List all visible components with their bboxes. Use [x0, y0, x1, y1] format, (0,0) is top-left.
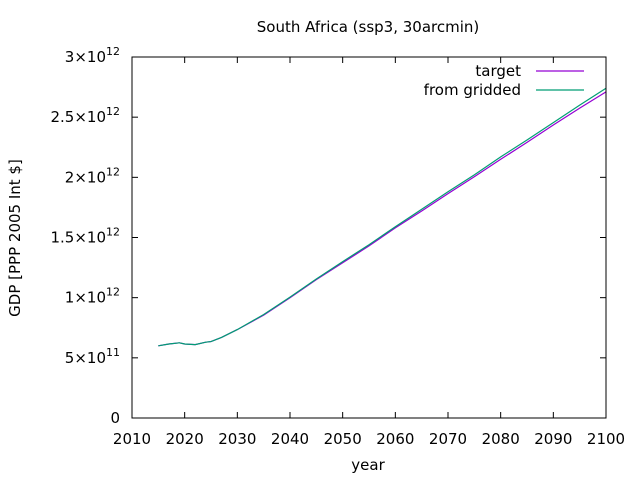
legend: target from gridded	[424, 62, 584, 99]
y-tick-exponent: 12	[106, 286, 120, 299]
y-tick-exponent: 12	[106, 165, 120, 178]
y-tick-exponent: 12	[106, 45, 120, 58]
y-tick-label: 1.5×1012	[50, 226, 120, 247]
plot-frame	[131, 56, 607, 419]
y-tick-label: 2×1012	[65, 165, 120, 186]
legend-label-target: target	[475, 62, 521, 80]
x-tick-label: 2090	[534, 430, 572, 448]
y-tick-mantissa: 2×10	[65, 168, 106, 186]
y-tick-label: 0	[110, 409, 120, 427]
x-tick-label: 2070	[429, 430, 467, 448]
x-tick-label: 2050	[324, 430, 362, 448]
y-tick-exponent: 12	[106, 226, 120, 239]
x-tick-label: 2080	[482, 430, 520, 448]
x-tick-label: 2010	[113, 430, 151, 448]
y-tick-label: 1×1012	[65, 286, 120, 307]
y-tick-exponent: 11	[106, 346, 120, 359]
x-tick-label: 2060	[376, 430, 414, 448]
y-tick-exponent: 12	[106, 105, 120, 118]
series-lines	[158, 87, 607, 347]
x-tick-label: 2030	[218, 430, 256, 448]
x-axis-label: year	[351, 456, 385, 474]
x-tick-label: 2040	[271, 430, 309, 448]
y-tick-label: 5×1011	[65, 346, 120, 367]
y-tick-label: 2.5×1012	[50, 105, 120, 126]
x-tick-label: 2020	[166, 430, 204, 448]
y-tick-mantissa: 5×10	[65, 349, 106, 367]
y-tick-label: 3×1012	[65, 45, 120, 66]
series-line-from-gridded	[158, 87, 607, 347]
chart-title: South Africa (ssp3, 30arcmin)	[257, 18, 480, 36]
y-axis-label: GDP [PPP 2005 Int $]	[6, 159, 24, 317]
legend-label-from-gridded: from gridded	[424, 81, 521, 99]
x-tick-label: 2100	[587, 430, 625, 448]
y-tick-mantissa: 1.5×10	[50, 229, 106, 247]
y-tick-mantissa: 1×10	[65, 289, 106, 307]
y-tick-mantissa: 3×10	[65, 48, 106, 66]
y-tick-mantissa: 2.5×10	[50, 108, 106, 126]
y-tick-mantissa: 0	[110, 409, 120, 427]
axis-tick-labels: 2010 2020 2030 2040 2050 2060 2070 2080 2090 2100…	[50, 45, 625, 448]
